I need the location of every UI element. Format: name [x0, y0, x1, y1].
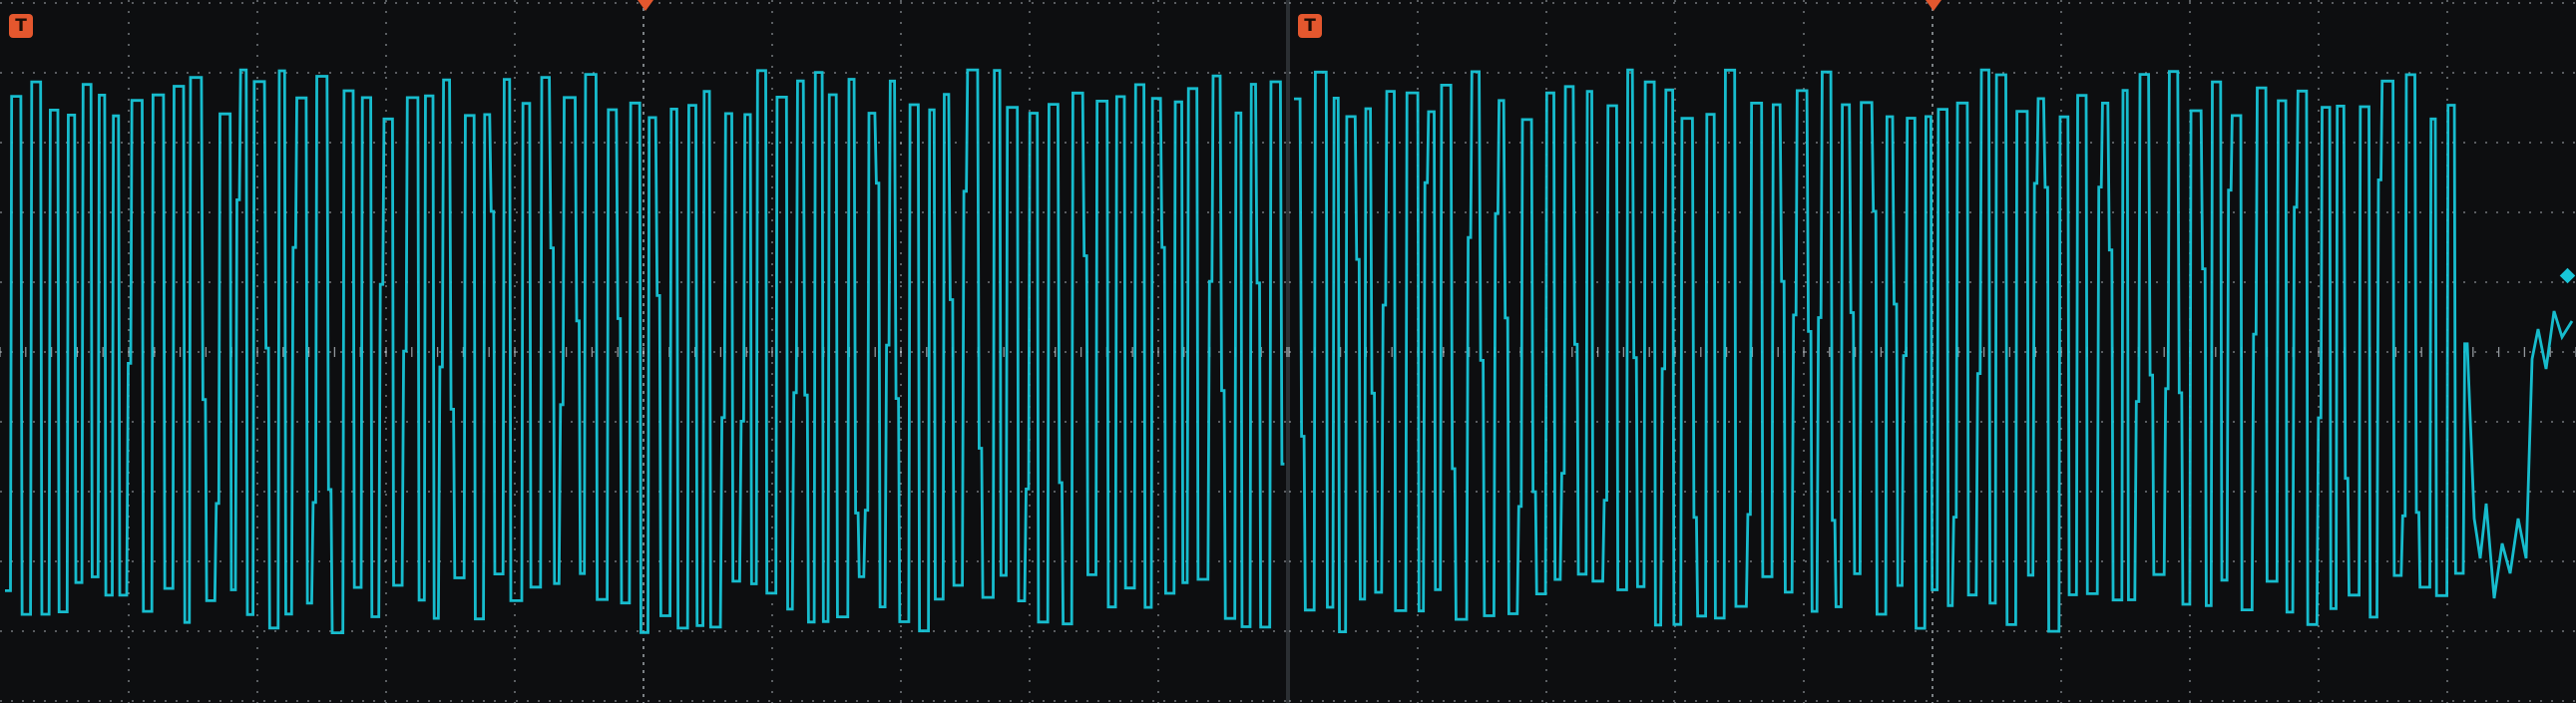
waveform-trace	[1294, 68, 2574, 633]
trigger-position-icon	[1926, 0, 1941, 11]
trigger-marker-icon: T	[9, 14, 33, 38]
trigger-marker-icon: T	[1298, 14, 1322, 38]
image-seam	[1286, 0, 1290, 703]
trigger-position-icon	[638, 0, 653, 11]
waveform-trace	[5, 68, 1285, 634]
